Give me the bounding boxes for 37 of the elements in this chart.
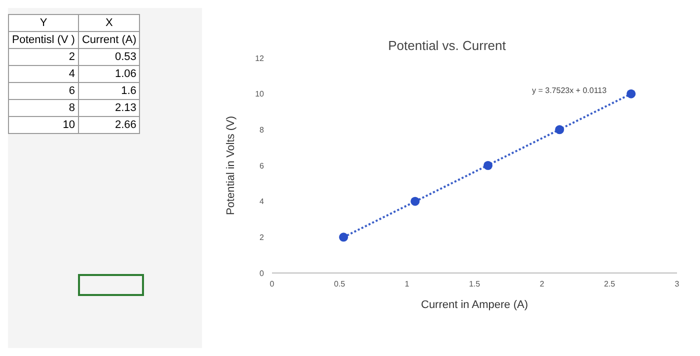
y-tick-label: 6 <box>260 161 265 170</box>
y-tick-label: 8 <box>260 126 265 135</box>
y-tick-label: 0 <box>260 268 265 278</box>
x-tick-label: 1.5 <box>468 280 481 289</box>
text: 10 <box>8 116 78 134</box>
point <box>555 125 564 134</box>
text: Current (A) <box>78 32 140 48</box>
y-tick-label: 2 <box>260 233 265 242</box>
x-tick-label: 2.5 <box>604 280 616 289</box>
annotation: y = 3.7523x + 0.0113 <box>532 86 607 95</box>
y-tick-label: 4 <box>260 197 265 206</box>
x-tick-label: 1 <box>404 280 410 289</box>
text: 2 <box>8 48 78 66</box>
text: 1.6 <box>78 82 140 100</box>
point <box>626 89 636 98</box>
y-axis-title: Potential in Volts (V) <box>224 116 237 216</box>
y-tick-label: 10 <box>255 90 265 99</box>
text: 8 <box>8 100 78 116</box>
x-tick-label: 0 <box>270 280 275 289</box>
x-tick-label: 3 <box>674 280 680 289</box>
chart-title: Potential vs. Current <box>387 38 507 53</box>
text: 1.06 <box>78 66 140 82</box>
text: 2.66 <box>78 116 140 134</box>
x-tick-label: 0.5 <box>334 280 346 289</box>
text: Potentisl (V ) <box>8 32 78 48</box>
text: 4 <box>8 66 78 82</box>
point <box>410 196 420 206</box>
text: X <box>78 14 140 32</box>
point <box>483 160 493 170</box>
text: 6 <box>8 82 78 100</box>
point <box>339 232 348 242</box>
text: Y <box>8 14 78 32</box>
text: 0.53 <box>78 48 140 66</box>
y-tick-label: 12 <box>255 54 265 63</box>
text: 2.13 <box>78 100 140 116</box>
x-axis-title: Current in Ampere (A) <box>421 299 528 311</box>
x-tick-label: 2 <box>540 280 545 289</box>
